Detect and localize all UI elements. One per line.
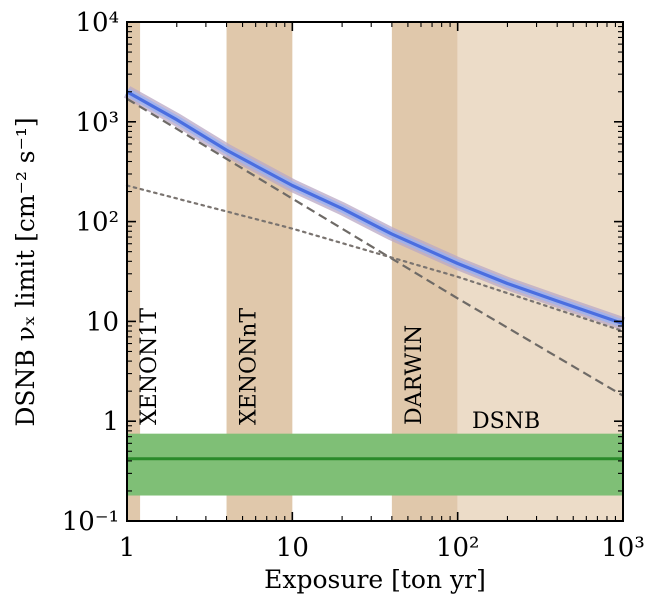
region-label-dsnb: DSNB: [472, 409, 540, 434]
series-group: [123, 86, 626, 397]
y-tick-label: 10³: [75, 108, 119, 138]
plot-border: [126, 21, 624, 522]
dashed-curve: [126, 97, 624, 397]
x-tick-label: 10: [276, 533, 309, 563]
region-label-xenonnt: XENONnT: [237, 308, 262, 425]
dsnb-prediction-band: [127, 433, 623, 496]
y-tick-label: 10²: [75, 208, 119, 238]
region-label-darwin: DARWIN: [402, 325, 427, 425]
limit-curve: [126, 90, 624, 326]
region-xenon1t: [127, 22, 141, 521]
y-tick-label: 10⁻¹: [62, 507, 119, 537]
axes-frame: [126, 21, 624, 522]
y-tick-label: 1: [102, 407, 119, 437]
x-axis-label: Exposure [ton yr]: [264, 565, 486, 594]
y-tick-label: 10: [86, 307, 119, 337]
dsnb-band-group: [127, 433, 623, 496]
x-tick-label: 1: [119, 533, 136, 563]
y-tick-label: 10⁴: [75, 8, 119, 38]
y-axis-label: DSNB νₓ limit [cm⁻² s⁻¹]: [11, 117, 40, 426]
dotted-curve: [125, 184, 625, 333]
x-tick-label: 10²: [436, 533, 480, 563]
region-labels: XENON1T XENONnT DARWIN DSNB: [137, 308, 540, 434]
region-label-xenon1t: XENON1T: [137, 308, 162, 425]
x-tick-label: 10³: [601, 533, 645, 563]
